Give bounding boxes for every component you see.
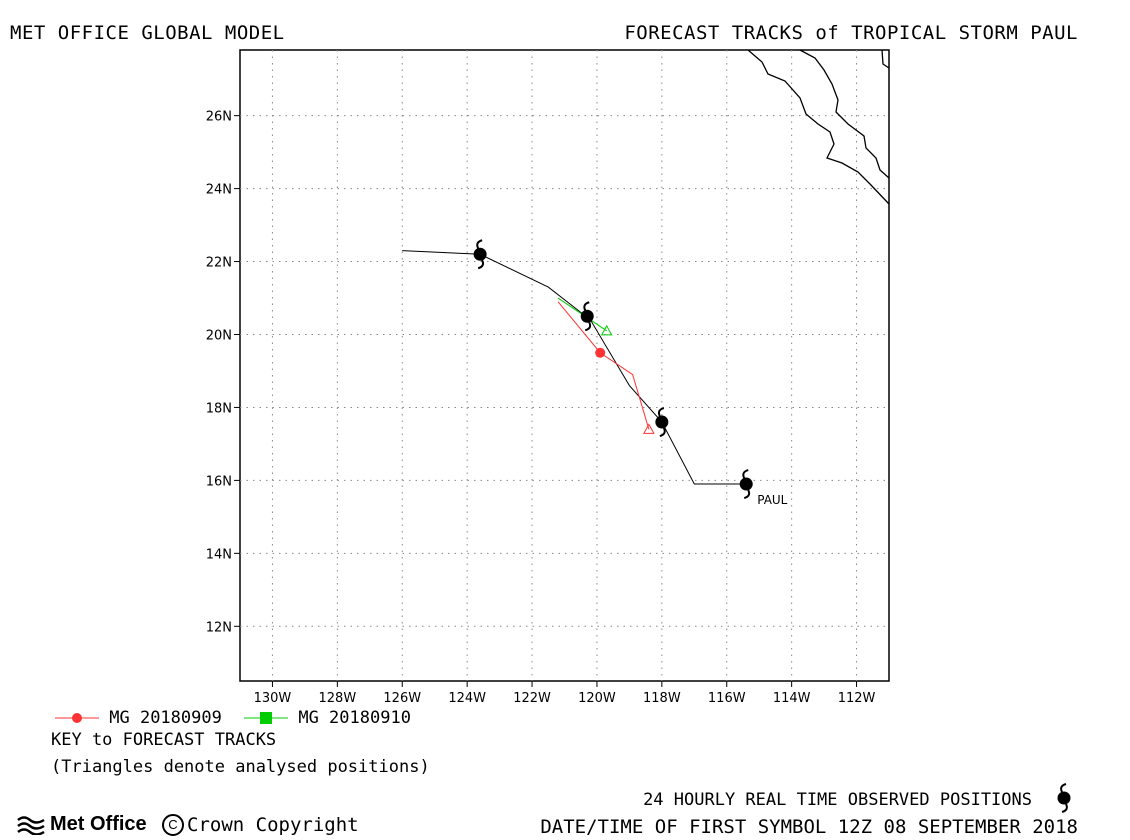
storm-symbol-icon (655, 407, 669, 437)
key-note: (Triangles denote analysed positions) (51, 757, 430, 777)
legend-label-mg-20180910: MG 20180910 (298, 708, 411, 728)
map-frame (239, 49, 890, 682)
tick-label-lon: 118W (643, 691, 681, 706)
observed-positions-label: 24 HOURLY REAL TIME OBSERVED POSITIONS (643, 790, 1032, 810)
axis-ticks: 130W 128W 126W 124W 122W 120W 118W 116W 114W 112W… (206, 110, 876, 706)
storm-symbol-arm (583, 301, 590, 311)
tick-label-lon: 116W (708, 691, 746, 706)
storm-symbol-core (739, 477, 753, 491)
copyright-text: Crown Copyright (187, 814, 359, 836)
tick-label-lat: 20N (206, 328, 232, 343)
storm-symbol-icon (739, 469, 753, 500)
tick-label-lat: 14N (206, 547, 232, 562)
tick-label-lat: 26N (206, 110, 232, 125)
tick-label-lat: 12N (206, 620, 232, 635)
tick-label-lat: 22N (206, 256, 232, 271)
analysis-triangle-mg-20180910 (600, 324, 613, 336)
green-square-marker-icon (244, 712, 289, 724)
storm-symbol-arm (477, 259, 485, 270)
storm-symbol-arm (584, 321, 592, 332)
tick-label-lon: 124W (448, 691, 486, 706)
header-model-title: MET OFFICE GLOBAL MODEL (10, 22, 285, 44)
analysis-triangle-mg-20180909 (643, 423, 655, 434)
track-layer (402, 250, 747, 485)
met-office-logo-text: Met Office (50, 813, 147, 835)
forecast-marker-mg-20180909 (595, 347, 606, 358)
legend-entry-mg-20180910: MG 20180910 (244, 708, 411, 728)
legend-label-mg-20180909: MG 20180909 (109, 708, 222, 728)
tick-label-lon: 112W (838, 691, 876, 706)
forecast-track-mg-20180909 (557, 301, 650, 430)
red-circle-marker-icon (55, 713, 99, 723)
tick-label-lon: 128W (319, 691, 357, 706)
storm-symbol-icon (473, 239, 487, 270)
storm-symbol-arm (743, 489, 751, 500)
storm-symbol-arm (657, 407, 665, 417)
coastline-mainland (747, 49, 890, 205)
storm-name-label: PAUL (757, 493, 787, 507)
tick-label-lat: 24N (206, 183, 232, 198)
storm-symbol-arm (659, 427, 666, 437)
storm-symbol-icon (1057, 783, 1071, 813)
legend-entry-mg-20180909: MG 20180909 (55, 708, 222, 728)
tick-label-lon: 120W (578, 691, 616, 706)
coastline-edge (881, 49, 890, 69)
header-storm-title: FORECAST TRACKS of TROPICAL STORM PAUL (624, 22, 1078, 44)
copyright-icon: C (162, 814, 184, 836)
storm-symbol-arm (476, 239, 483, 249)
tick-label-lon: 122W (513, 691, 551, 706)
map-grid (240, 50, 889, 681)
storm-symbol-core (655, 415, 669, 429)
key-title: KEY to FORECAST TRACKS (51, 730, 277, 750)
coastline-baja (799, 49, 890, 179)
met-office-waves-icon (17, 815, 45, 835)
tick-label-lon: 126W (383, 691, 421, 706)
storm-symbol-icon (580, 301, 594, 332)
tick-label-lon: 130W (254, 691, 292, 706)
copyright: C Crown Copyright (162, 814, 359, 836)
met-office-logo: Met Office (16, 813, 147, 836)
tick-label-lat: 16N (206, 474, 232, 489)
tick-label-lat: 18N (206, 401, 232, 416)
legend: MG 20180909 MG 20180910 (55, 708, 423, 728)
first-symbol-date: DATE/TIME OF FIRST SYMBOL 12Z 08 SEPTEMB… (540, 816, 1078, 838)
storm-symbol-core (473, 247, 487, 261)
storm-symbols: PAUL (473, 239, 788, 507)
storm-symbol-core (580, 309, 594, 323)
storm-symbol-arm (742, 469, 749, 479)
coastline (747, 49, 890, 205)
observed-track-line (402, 250, 747, 485)
tick-label-lon: 114W (773, 691, 811, 706)
